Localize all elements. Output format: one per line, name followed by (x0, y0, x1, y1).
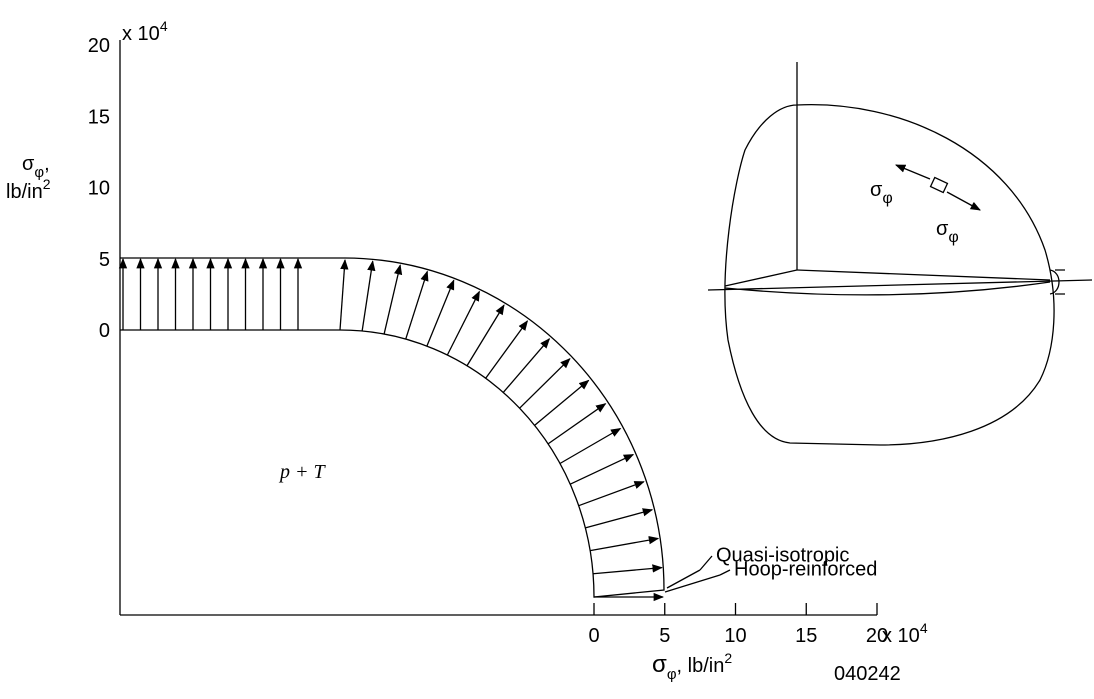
inset-label: σφ (936, 218, 959, 246)
callout-line (664, 574, 721, 593)
comma: , (44, 153, 50, 175)
inset-axis (707, 279, 1093, 291)
sub: φ (882, 190, 892, 207)
stress-arrow (502, 338, 551, 393)
x-tick-label: 5 (659, 625, 670, 647)
sym: σ (936, 218, 949, 240)
x-tick-label: 15 (795, 625, 817, 647)
sym: σ (652, 651, 667, 678)
y-label-unit: lb/in2 (6, 176, 51, 203)
sphere (724, 104, 1055, 446)
y-multiplier-base: x 10 (122, 23, 160, 45)
y-tick-label: 10 (88, 178, 110, 200)
y-tick-label: 20 (88, 35, 110, 57)
element (929, 176, 949, 194)
stress-arrow (485, 320, 529, 379)
stress-arrow (578, 481, 645, 507)
y-multiplier-exp: 4 (160, 18, 168, 34)
stress-arrow (383, 264, 403, 335)
stress-arrow (592, 564, 663, 575)
stress-arrow (559, 427, 622, 465)
unit: , lb/in (677, 655, 725, 677)
stress-arrow (426, 279, 455, 347)
axes (119, 40, 877, 616)
sym: σ (870, 179, 883, 201)
stress-arrow (446, 290, 480, 356)
y-tick-label: 15 (88, 106, 110, 128)
sub: φ (948, 229, 958, 246)
stress-arrow (534, 379, 590, 426)
stress-arrow (585, 508, 654, 529)
inset: σφ σφ (707, 62, 1093, 446)
figure-id: 040242 (834, 663, 901, 685)
ring (1049, 269, 1065, 295)
sup: 2 (724, 650, 732, 666)
y-multiplier: x 104 (122, 18, 168, 45)
inset-label: σφ (870, 179, 893, 207)
y-tick-label: 0 (99, 320, 110, 342)
stress-arrow (946, 191, 981, 211)
stress-arrow (466, 304, 505, 367)
callout: Quasi-isotropic (716, 544, 849, 566)
callout-line (699, 555, 713, 571)
sym: σ (22, 153, 35, 175)
callout: Hoop-reinforced (734, 558, 877, 580)
sub: φ (34, 164, 44, 181)
stress-arrow (361, 260, 376, 332)
y-label-sym: σφ, (22, 153, 50, 181)
x-multiplier-exp: 4 (920, 620, 928, 636)
unit: lb/in (6, 181, 43, 203)
stress-arrow (569, 453, 635, 485)
x-multiplier-base: x 10 (882, 625, 920, 647)
x-multiplier: x 104 (882, 620, 928, 647)
x-tick-label: 10 (724, 625, 746, 647)
sub: φ (667, 666, 677, 683)
x-tick-label: 0 (588, 625, 599, 647)
load-label: p + T (278, 461, 326, 483)
inset-axis (796, 269, 1051, 281)
x-label: σφ, lb/in2 (652, 650, 732, 683)
stress-arrow (405, 270, 429, 340)
stress-arrow (519, 357, 571, 409)
inset-axis (724, 269, 798, 287)
stress-arrow (339, 258, 349, 331)
sup: 2 (43, 176, 51, 192)
callout-line (666, 569, 701, 589)
x-tick-label: 20 (866, 625, 888, 647)
stress-arrow (590, 536, 660, 552)
callout-line (719, 569, 731, 576)
y-tick-label: 5 (99, 249, 110, 271)
equator (724, 281, 1051, 296)
stress-arrow (547, 403, 607, 445)
stress-arrow (895, 164, 931, 180)
stress-band (120, 257, 665, 598)
